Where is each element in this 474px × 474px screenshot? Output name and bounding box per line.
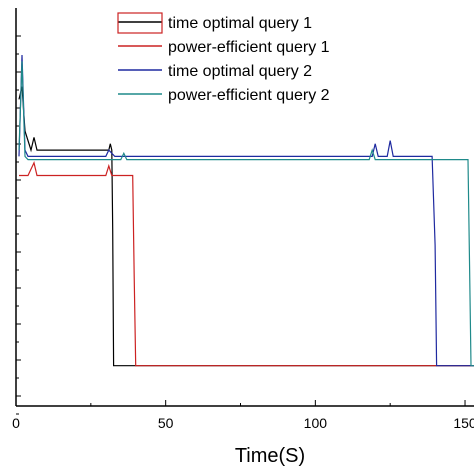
x-tick-label: 100	[304, 415, 328, 431]
y-ticks	[16, 35, 21, 415]
plot-frame	[15, 8, 474, 407]
series-line-4	[18, 61, 474, 367]
series-line-3	[18, 54, 474, 367]
x-tick-label: 50	[158, 415, 174, 431]
x-axis-title: Time(S)	[235, 445, 305, 467]
x-ticks: 0 50 100 150	[12, 400, 474, 431]
legend-label-2: power-efficient query 1	[168, 39, 330, 56]
legend-label-3: time optimal query 2	[168, 63, 312, 80]
legend: time optimal query 1 power-efficient quer…	[117, 12, 330, 104]
legend-label-4: power-efficient query 2	[168, 87, 330, 104]
x-tick-label: 0	[12, 415, 20, 431]
series-layer	[18, 54, 474, 367]
x-tick-label: 150	[453, 415, 474, 431]
series-line-2	[19, 160, 474, 367]
series-line-1	[18, 86, 474, 367]
legend-highlight-box	[117, 12, 163, 34]
legend-label-1: time optimal query 1	[168, 15, 312, 32]
